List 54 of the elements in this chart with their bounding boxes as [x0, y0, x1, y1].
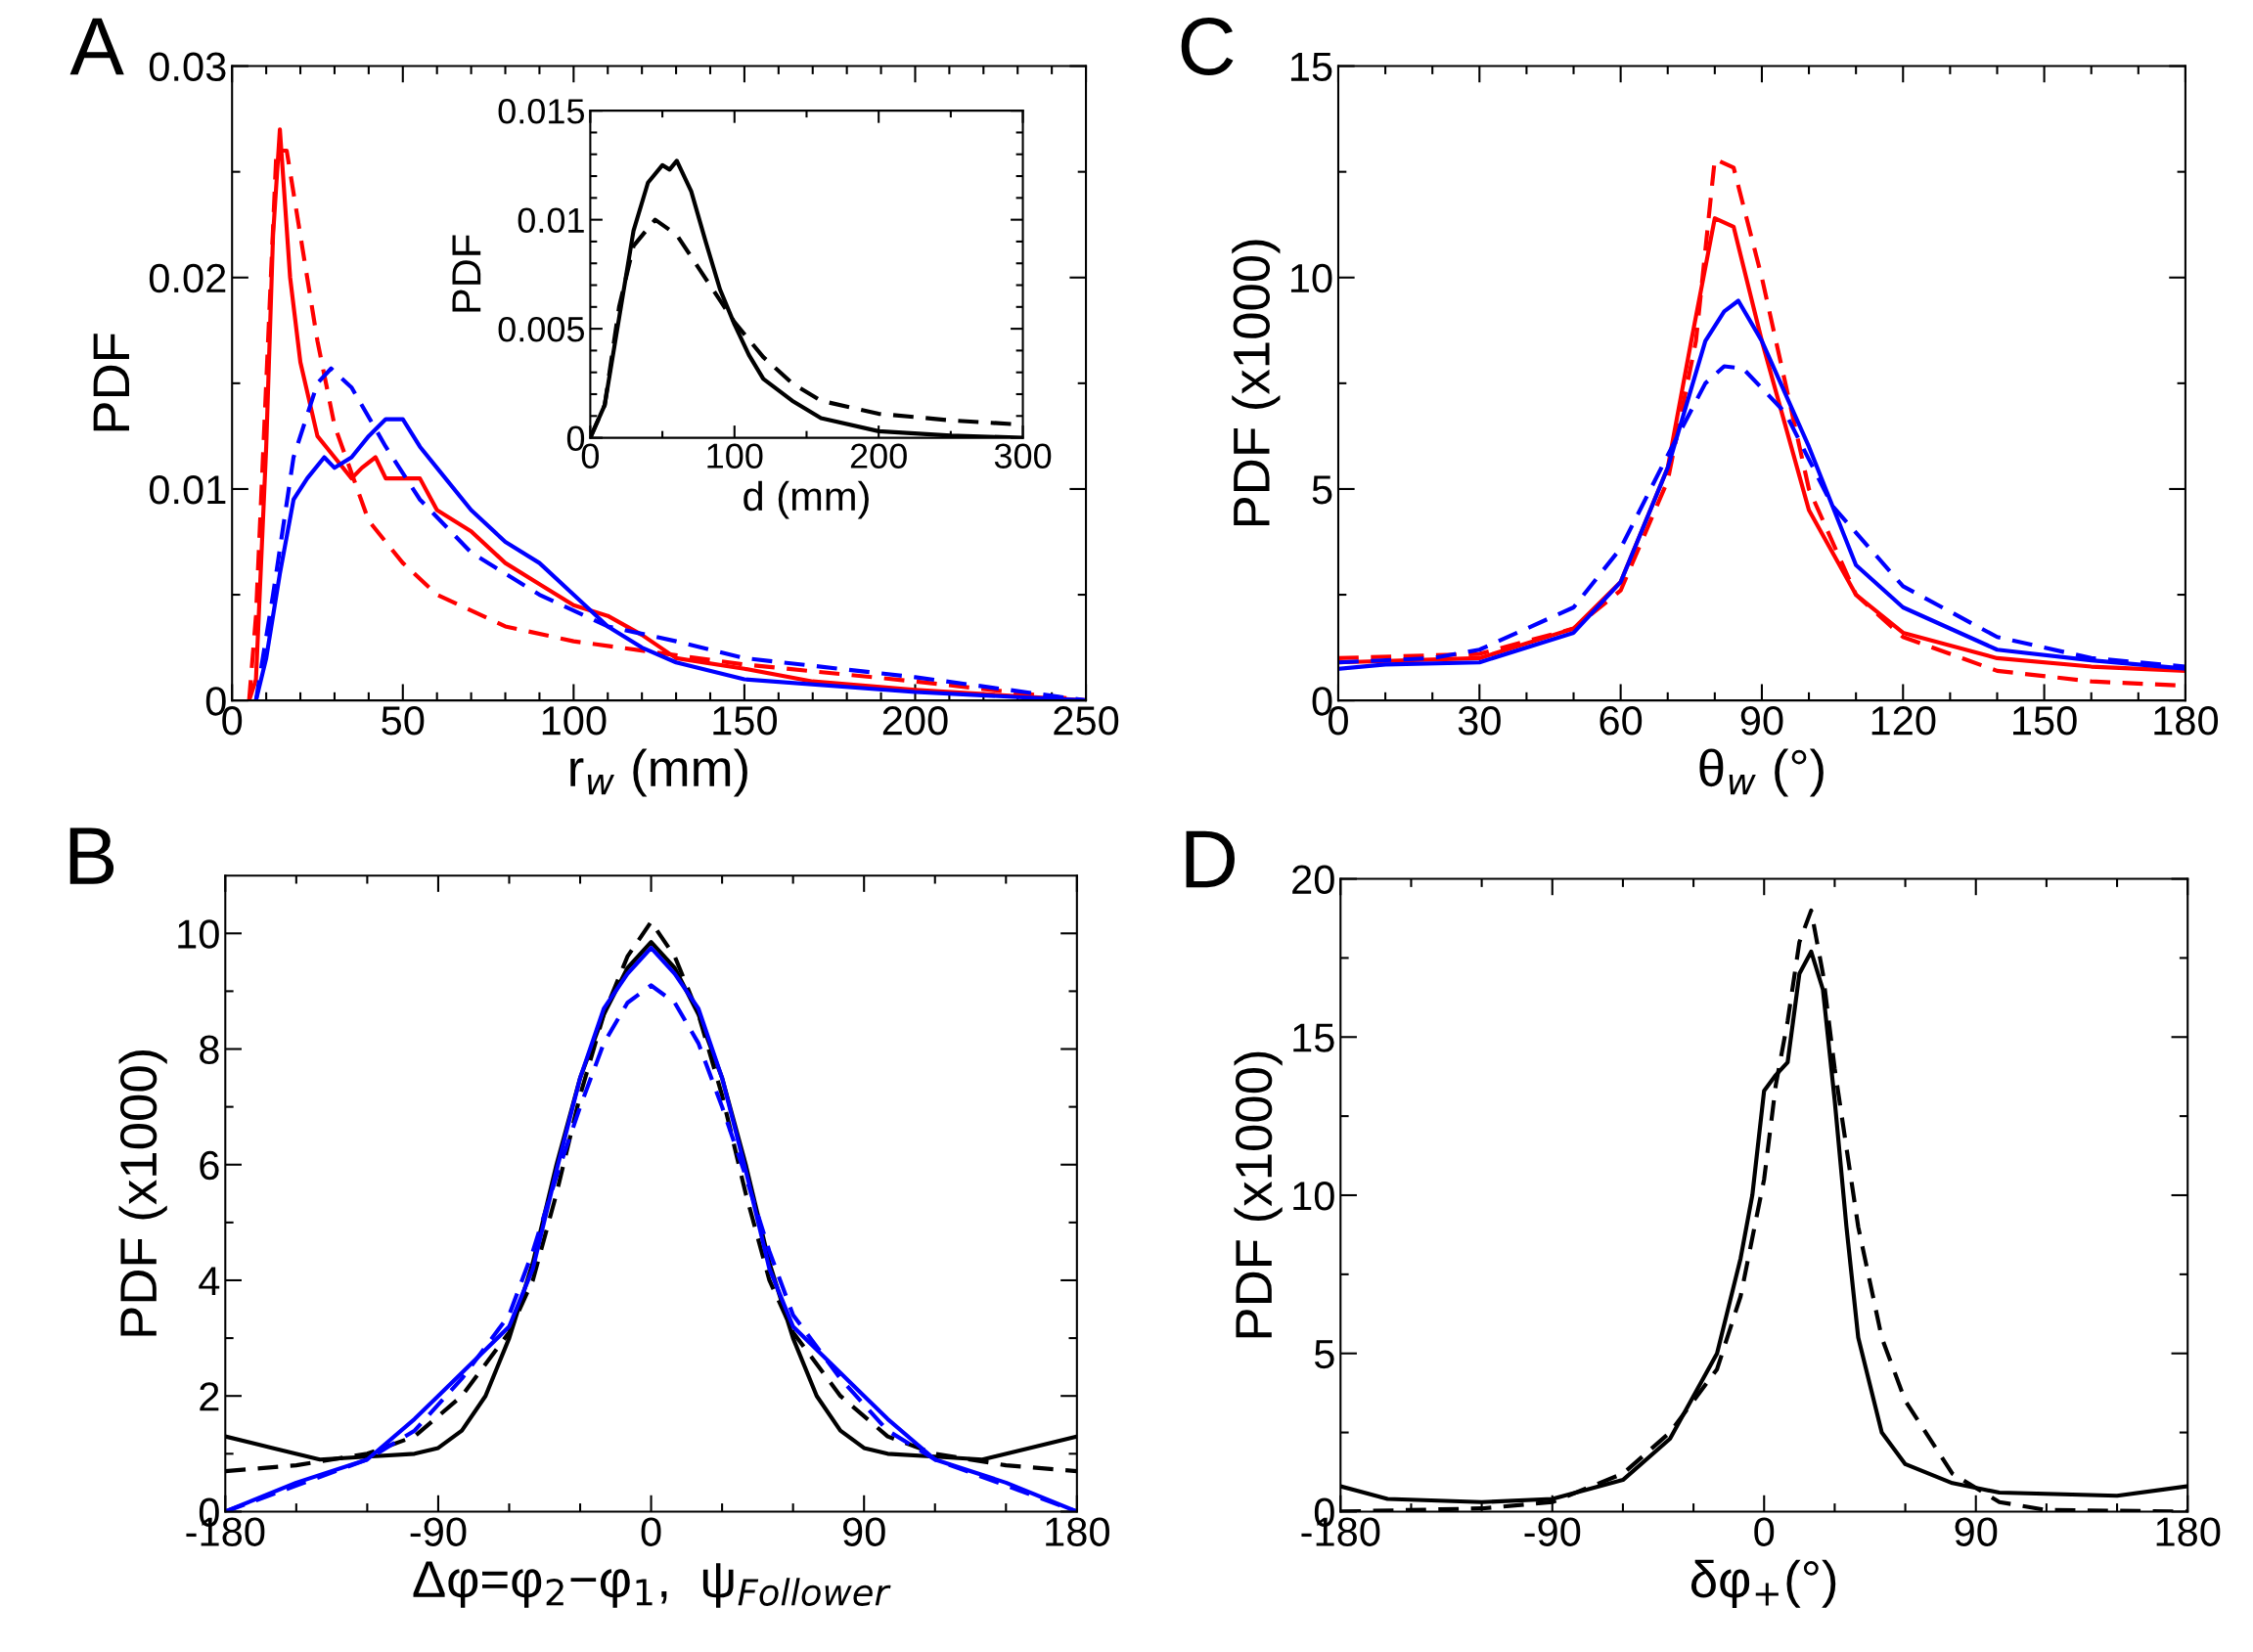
- y-tick-label: 15: [1293, 1023, 1334, 1052]
- x-tick-label: 120: [1871, 706, 1936, 736]
- x-tick-label: 90: [1955, 1517, 1998, 1546]
- x-tick-label: -90: [410, 1517, 467, 1546]
- x-tick-label: 180: [2154, 706, 2219, 736]
- y-tick-label: 10: [1290, 263, 1332, 293]
- y-axis-title: PDF (x1000): [118, 1049, 167, 1336]
- y-tick-label: 2: [200, 1382, 219, 1411]
- y-tick-label: 20: [1292, 865, 1334, 895]
- x-tick-label: 90: [842, 1517, 885, 1546]
- x-axis-title: θ$_{w}$ (°): [1699, 748, 1824, 797]
- y-tick-label: 0.005: [498, 316, 585, 342]
- y-tick-label: 4: [199, 1267, 220, 1296]
- x-axis-title: Δφ=φ$_{2}$−φ$_{1}$, ψ$_{Follower}$: [413, 1561, 891, 1608]
- text: D: [1186, 830, 1235, 888]
- x-tick-label: 300: [994, 443, 1052, 469]
- x-tick-label: 0: [1754, 1517, 1775, 1546]
- x-tick-label: 150: [2013, 706, 2077, 736]
- x-tick-label: 30: [1458, 706, 1501, 736]
- x-tick-label: 0: [641, 1517, 661, 1546]
- y-tick-label: 8: [200, 1035, 219, 1065]
- x-tick-label: 50: [382, 706, 425, 736]
- x-tick-label: 180: [2156, 1517, 2221, 1546]
- x-tick-label: 100: [542, 706, 607, 736]
- x-tick-label: 60: [1600, 706, 1643, 736]
- y-axis-title: PDF (x1000): [1234, 1051, 1283, 1338]
- x-tick-label: 200: [882, 706, 948, 736]
- y-tick-label: 0.01: [149, 474, 226, 505]
- text: C: [1181, 17, 1234, 75]
- x-axis-title: r$_{w}$ (mm): [570, 748, 747, 797]
- x-tick-label: 250: [1054, 706, 1119, 736]
- y-axis-title: PDF: [452, 235, 481, 312]
- text: A: [69, 18, 124, 75]
- y-tick-label: 0.015: [498, 99, 585, 124]
- x-tick-label: 100: [707, 443, 763, 469]
- y-tick-label: 6: [200, 1150, 219, 1181]
- x-tick-label: 200: [850, 443, 907, 469]
- x-tick-label: 150: [713, 706, 778, 736]
- y-tick-label: 0.03: [149, 52, 226, 82]
- y-tick-label: 15: [1290, 52, 1332, 82]
- y-axis-title: PDF: [93, 334, 129, 431]
- x-axis-title: δφ$_{+}$(°): [1690, 1559, 1836, 1608]
- y-tick-label: 5: [1314, 1340, 1334, 1369]
- x-tick-label: -90: [1524, 1517, 1581, 1546]
- y-tick-label: 0.02: [149, 263, 226, 293]
- x-axis-title: d (mm): [743, 480, 869, 519]
- y-tick-label: 10: [178, 919, 219, 949]
- y-axis-title: PDF (x1000): [1232, 240, 1281, 526]
- y-tick-label: 0.01: [518, 207, 584, 234]
- x-tick-label: 180: [1046, 1517, 1109, 1546]
- y-tick-label: 5: [1312, 475, 1332, 505]
- text: B: [69, 827, 114, 884]
- x-tick-label: 90: [1740, 706, 1783, 736]
- y-tick-label: 10: [1293, 1181, 1334, 1211]
